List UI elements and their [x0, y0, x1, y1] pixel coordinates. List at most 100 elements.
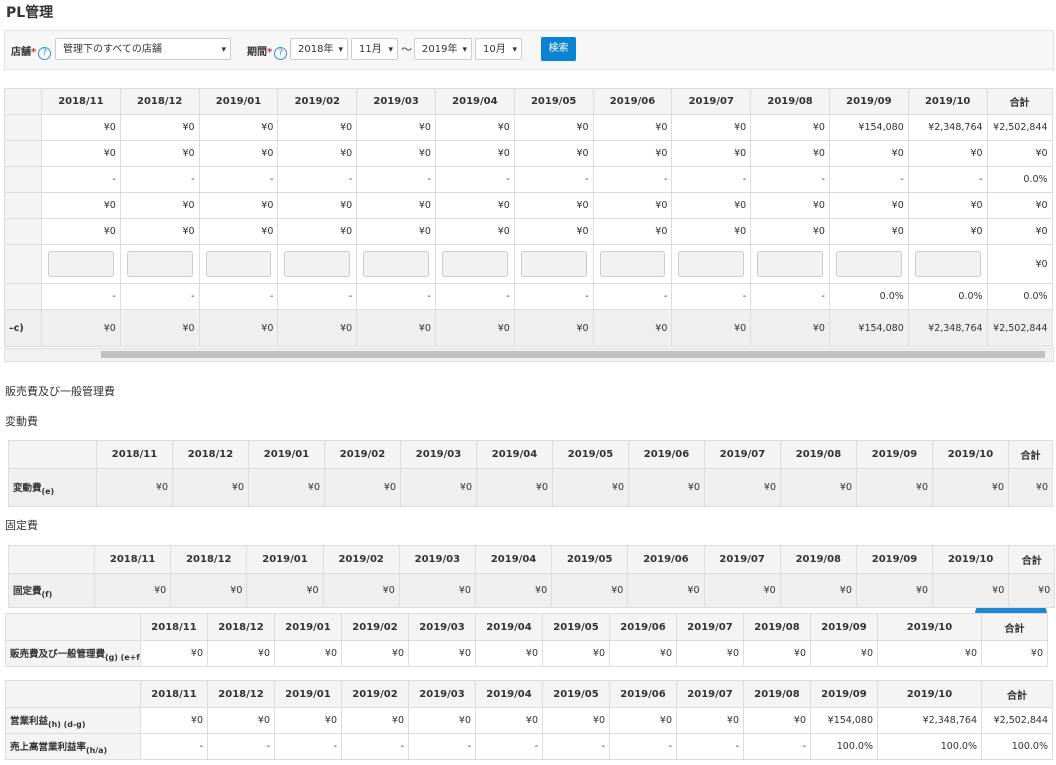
- column-header: 2019/03: [400, 440, 477, 469]
- value-cell: -: [341, 733, 409, 760]
- amount-input[interactable]: [205, 251, 272, 277]
- help-icon[interactable]: ?: [38, 47, 52, 60]
- data-table: 2018/11 2018/12 2019/01 2019/02 2019/03 2019/…: [8, 545, 1056, 608]
- amount-input[interactable]: [520, 251, 587, 277]
- amount-input[interactable]: [914, 251, 981, 277]
- data-row: ¥0: [4, 244, 1053, 284]
- value-cell: ¥0: [856, 468, 933, 507]
- value-cell: ¥0: [398, 573, 476, 608]
- value-cell: ¥0: [41, 218, 121, 245]
- column-header: 2018/11: [140, 613, 208, 641]
- column-header: 2019/02: [324, 440, 401, 469]
- scrollbar[interactable]: [4, 348, 1054, 362]
- column-header: 2019/08: [743, 680, 811, 708]
- value-cell: ¥0: [434, 309, 515, 347]
- from-month[interactable]: 11月: [351, 38, 398, 61]
- value-cell: ¥0: [198, 218, 279, 245]
- column-header: 2018/12: [207, 613, 275, 641]
- value-cell: ¥0: [246, 573, 324, 608]
- column-header: 2019/05: [542, 680, 610, 708]
- value-cell: ¥0: [41, 192, 121, 219]
- column-header: 2019/01: [246, 545, 324, 574]
- column-header: 2019/03: [408, 613, 476, 641]
- value-cell: ¥0: [703, 573, 781, 608]
- data-row: 営業利益(h) (d-g) ¥0 ¥0 ¥0 ¥0 ¥0 ¥0 ¥0 ¥0 ¥0 ¥0 ¥154,08…: [5, 707, 1053, 734]
- data-row: 固定費(f) ¥0 ¥0 ¥0 ¥0 ¥0 ¥0 ¥0 ¥0 ¥0 ¥0 ¥0 ¥0 ¥0: [8, 573, 1056, 608]
- section-title: 変動費: [5, 415, 38, 428]
- value-cell: ¥0: [277, 218, 358, 245]
- from-year[interactable]: 2018年: [290, 38, 348, 61]
- value-cell: -: [356, 283, 436, 310]
- value-cell: ¥0: [932, 468, 1009, 507]
- value-cell: ¥0: [981, 640, 1048, 667]
- value-cell: ¥0: [609, 707, 677, 734]
- value-cell: -: [198, 283, 279, 310]
- input-cell: [434, 244, 515, 284]
- column-header: 2019/08: [750, 88, 830, 115]
- value-cell: ¥0: [274, 707, 342, 734]
- amount-input[interactable]: [48, 251, 114, 277]
- header-row: 2018/11 2018/12 2019/01 2019/02 2019/03 2019/…: [5, 680, 1053, 708]
- value-cell: ¥0: [828, 218, 909, 245]
- corner-cell: [5, 613, 141, 641]
- value-cell: ¥0: [750, 192, 830, 219]
- value-cell: ¥0: [408, 640, 476, 667]
- amount-input[interactable]: [599, 251, 666, 277]
- value-cell: ¥0: [198, 140, 279, 167]
- value-cell: -: [408, 733, 476, 760]
- data-row: –c) ¥0 ¥0 ¥0 ¥0 ¥0 ¥0 ¥0 ¥0 ¥0 ¥0 ¥154,080 ¥2,348,76…: [4, 309, 1053, 347]
- value-cell: ¥0: [986, 140, 1053, 167]
- value-cell: ¥0: [592, 114, 673, 141]
- value-cell: ¥0: [513, 309, 594, 347]
- amount-input[interactable]: [284, 251, 351, 277]
- value-cell: ¥0: [932, 573, 1010, 608]
- amount-input[interactable]: [126, 251, 193, 277]
- column-header: 2019/10: [907, 88, 988, 115]
- amount-input[interactable]: [757, 251, 823, 277]
- value-cell: -: [207, 733, 275, 760]
- column-header: 2019/08: [780, 440, 857, 469]
- corner-cell: [8, 545, 95, 574]
- value-cell: ¥0: [671, 192, 752, 219]
- column-header: 2019/10: [877, 613, 982, 641]
- value-cell: ¥0: [356, 309, 436, 347]
- search-button[interactable]: 検索: [541, 37, 576, 61]
- value-cell: ¥0: [119, 114, 200, 141]
- row-label: [4, 140, 42, 167]
- column-header: 2019/01: [274, 613, 342, 641]
- value-cell: 100.0%: [877, 733, 982, 760]
- value-cell: 0.0%: [986, 283, 1053, 310]
- data-row: - - - - - - - - - - - -0.0%: [4, 166, 1053, 193]
- amount-input[interactable]: [678, 251, 745, 277]
- amount-input[interactable]: [835, 251, 902, 277]
- value-cell: ¥0: [41, 309, 121, 347]
- to-month[interactable]: 10月: [475, 38, 522, 61]
- value-cell: ¥0: [248, 468, 325, 507]
- amount-input[interactable]: [441, 251, 508, 277]
- value-cell: ¥0: [476, 468, 553, 507]
- column-header: 2019/07: [704, 440, 781, 469]
- input-cell: [356, 244, 436, 284]
- corner-cell: [5, 680, 141, 708]
- data-row: ¥0 ¥0 ¥0 ¥0 ¥0 ¥0 ¥0 ¥0 ¥0 ¥0 ¥0 ¥0 ¥0: [4, 140, 1053, 167]
- column-header: 2019/01: [198, 88, 279, 115]
- value-cell: ¥0: [474, 573, 553, 608]
- value-cell: ¥0: [513, 140, 594, 167]
- data-row: 変動費(e) ¥0 ¥0 ¥0 ¥0 ¥0 ¥0 ¥0 ¥0 ¥0 ¥0 ¥0 ¥0 ¥0: [8, 468, 1053, 507]
- column-header: 2019/02: [341, 613, 409, 641]
- store-select[interactable]: 管理下のすべての店舗: [55, 38, 231, 61]
- row-label: [4, 218, 42, 245]
- to-year[interactable]: 2019年: [414, 38, 472, 61]
- row-label: –c): [4, 309, 42, 347]
- amount-input[interactable]: [363, 251, 429, 277]
- value-cell: ¥0: [207, 707, 275, 734]
- column-header: 2019/03: [398, 545, 476, 574]
- value-cell: ¥0: [434, 140, 515, 167]
- value-cell: ¥0: [41, 140, 121, 167]
- column-header: 2019/07: [671, 88, 752, 115]
- help-icon[interactable]: ?: [274, 47, 288, 60]
- scroll-thumb[interactable]: [101, 351, 1045, 358]
- value-cell: ¥0: [986, 192, 1053, 219]
- value-cell: ¥0: [324, 468, 401, 507]
- value-cell: ¥0: [119, 218, 200, 245]
